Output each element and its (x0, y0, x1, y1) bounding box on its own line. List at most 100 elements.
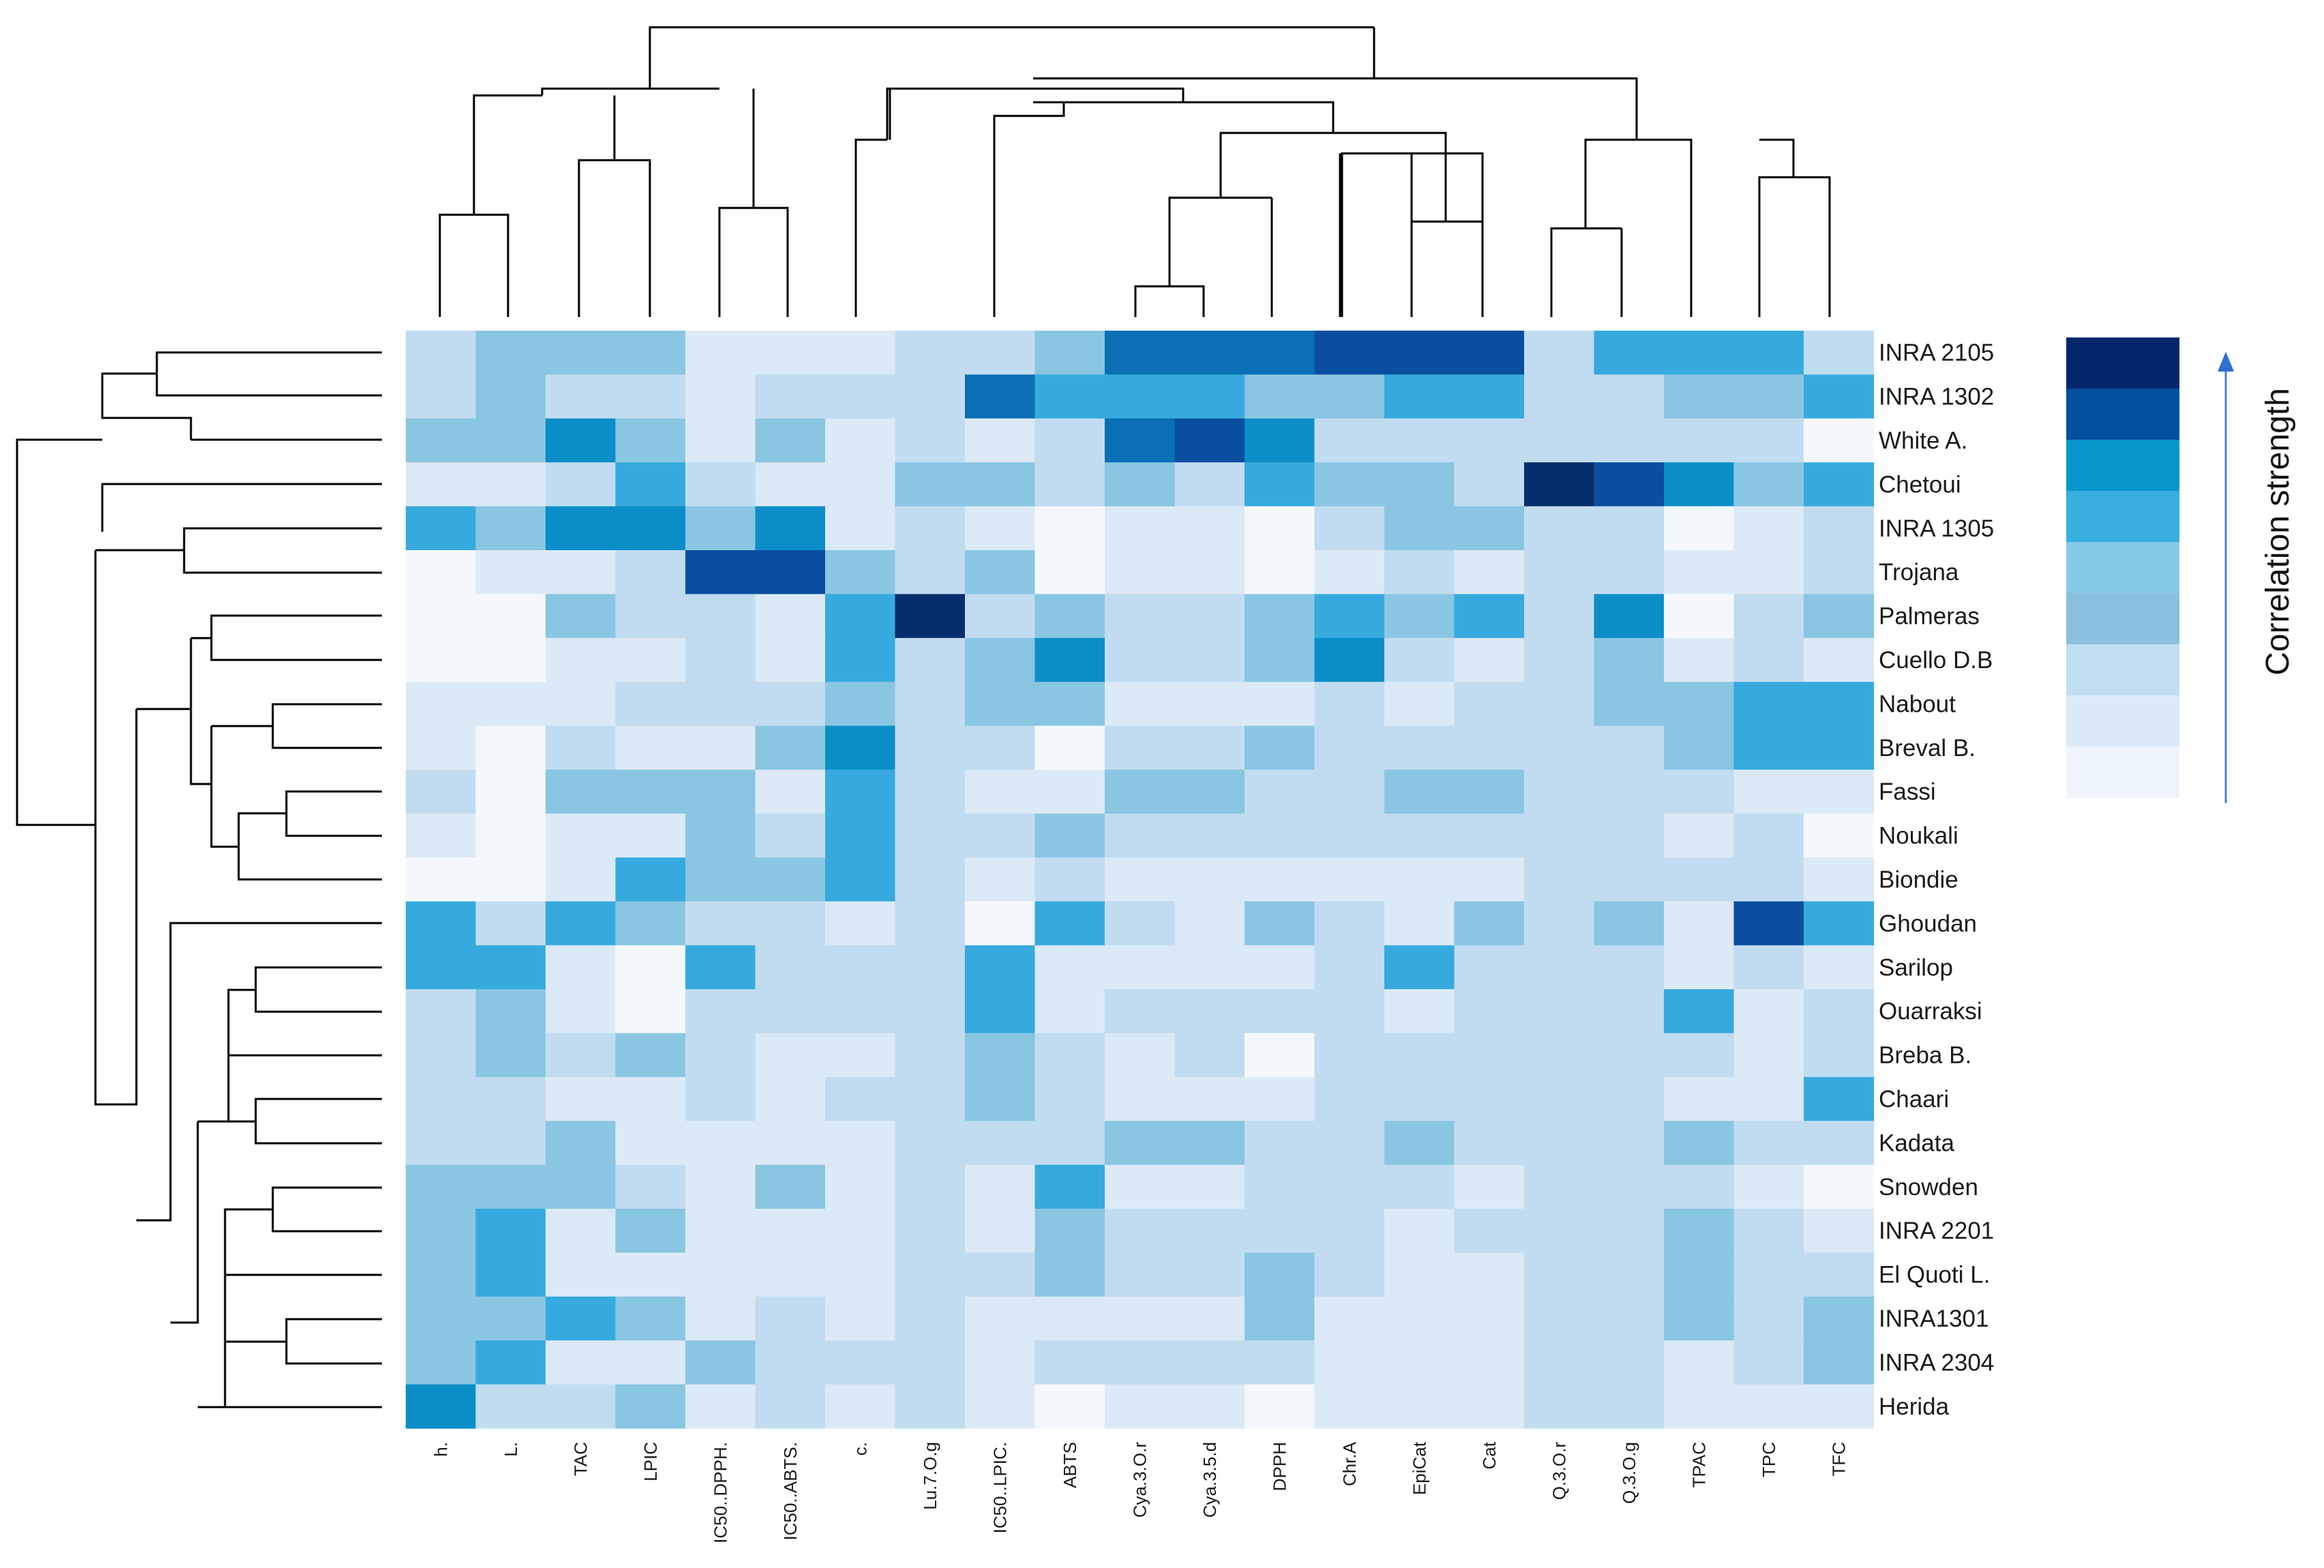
heatmap-cell (1454, 1121, 1525, 1166)
heatmap-cell (1454, 1164, 1525, 1209)
heatmap-cell (1594, 901, 1665, 946)
heatmap-cell (1105, 1252, 1176, 1297)
row-label: Snowden (1879, 1174, 1978, 1201)
heatmap-cell (1664, 637, 1735, 682)
heatmap-cell (755, 1164, 826, 1209)
row-label: Herida (1879, 1393, 1950, 1420)
heatmap-cell (406, 770, 477, 814)
heatmap-cell (1245, 418, 1315, 463)
heatmap-cell (1594, 550, 1665, 594)
heatmap-cell (685, 331, 756, 375)
heatmap-cell (615, 1033, 686, 1078)
heatmap-cell (1245, 594, 1315, 639)
heatmap-cell (1454, 550, 1525, 594)
heatmap-cell (1454, 989, 1525, 1034)
row-label: INRA 2304 (1879, 1349, 1994, 1376)
heatmap-cell (1174, 682, 1245, 727)
heatmap-cell (965, 1252, 1036, 1297)
heatmap-cell (965, 418, 1036, 463)
heatmap-cell (615, 550, 686, 594)
heatmap-cell (1733, 725, 1804, 770)
heatmap-cell (1524, 682, 1595, 727)
column-label: Q.3.O.g (1619, 1442, 1639, 1504)
heatmap-cell (755, 374, 826, 419)
heatmap-cell (755, 506, 826, 551)
heatmap-cell (406, 1384, 477, 1429)
heatmap-cell (1105, 1340, 1176, 1385)
heatmap-cell (825, 857, 896, 902)
heatmap-cell (1034, 813, 1105, 858)
heatmap-cell (755, 682, 826, 727)
heatmap-cell (1454, 901, 1525, 946)
heatmap-cell (1524, 1121, 1595, 1166)
heatmap-cell (1594, 462, 1665, 507)
heatmap-cell (546, 857, 616, 902)
heatmap-cell (1524, 945, 1595, 990)
heatmap-cell (1174, 418, 1245, 463)
heatmap-cell (546, 374, 616, 419)
heatmap-cell (406, 901, 477, 946)
heatmap-cell (1174, 1209, 1245, 1253)
heatmap-cell (965, 945, 1036, 990)
heatmap-cell (1664, 725, 1735, 770)
heatmap-cell (825, 594, 896, 639)
heatmap-cell (895, 374, 966, 419)
heatmap-cell (1034, 506, 1105, 551)
row-label: INRA 1302 (1879, 384, 1994, 410)
heatmap-cell (755, 550, 826, 594)
heatmap-cell (1245, 331, 1315, 375)
heatmap-cell (1524, 550, 1595, 594)
heatmap-cell (406, 374, 477, 419)
heatmap-cell (685, 725, 756, 770)
heatmap-cell (895, 1121, 966, 1166)
column-label: h. (430, 1442, 451, 1457)
heatmap-cell (1594, 374, 1665, 419)
heatmap-cell (895, 506, 966, 551)
heatmap-cell (1245, 725, 1315, 770)
heatmap-cell (825, 989, 896, 1034)
heatmap-cell (1733, 770, 1804, 814)
heatmap-cell (406, 594, 477, 639)
heatmap-cell (1594, 1384, 1665, 1429)
heatmap-cell (895, 331, 966, 375)
heatmap-cell (1105, 1121, 1176, 1166)
heatmap-cell (755, 462, 826, 507)
colorbar-swatch (2066, 542, 2179, 594)
heatmap-cell (755, 637, 826, 682)
heatmap-cell (615, 989, 686, 1034)
heatmap-cell (685, 945, 756, 990)
row-label: Ouarraksi (1879, 998, 1982, 1025)
heatmap-cell (1174, 945, 1245, 990)
column-label: TPAC (1688, 1442, 1709, 1488)
heatmap-cell (1245, 901, 1315, 946)
heatmap-cell (1174, 725, 1245, 770)
heatmap-cell (546, 594, 616, 639)
heatmap-cell (1454, 1296, 1525, 1341)
heatmap-cell (475, 682, 546, 727)
heatmap-cell (1594, 1252, 1665, 1297)
heatmap-cell (1524, 594, 1595, 639)
colorbar-swatch (2066, 644, 2179, 696)
heatmap-cell (1314, 637, 1385, 682)
heatmap-cell (825, 506, 896, 551)
row-label: Palmeras (1879, 603, 1980, 630)
heatmap-cell (475, 945, 546, 990)
row-label: Biondie (1879, 866, 1958, 893)
heatmap-cell (1733, 989, 1804, 1034)
heatmap-cell (406, 1164, 477, 1209)
heatmap-cell (965, 725, 1036, 770)
heatmap-cell (546, 1209, 616, 1253)
heatmap-cell (1034, 945, 1105, 990)
heatmap-cell (1454, 594, 1525, 639)
heatmap-cell (685, 1121, 756, 1166)
colorbar-swatch (2066, 440, 2179, 492)
heatmap-cell (1594, 594, 1665, 639)
heatmap-cell (895, 1209, 966, 1253)
column-dendrogram (438, 26, 1831, 317)
heatmap-cell (1314, 1076, 1385, 1121)
column-label: TFC (1828, 1442, 1849, 1477)
heatmap-cell (1454, 1252, 1525, 1297)
heatmap-cell (1174, 770, 1245, 814)
column-label: L. (501, 1442, 521, 1457)
